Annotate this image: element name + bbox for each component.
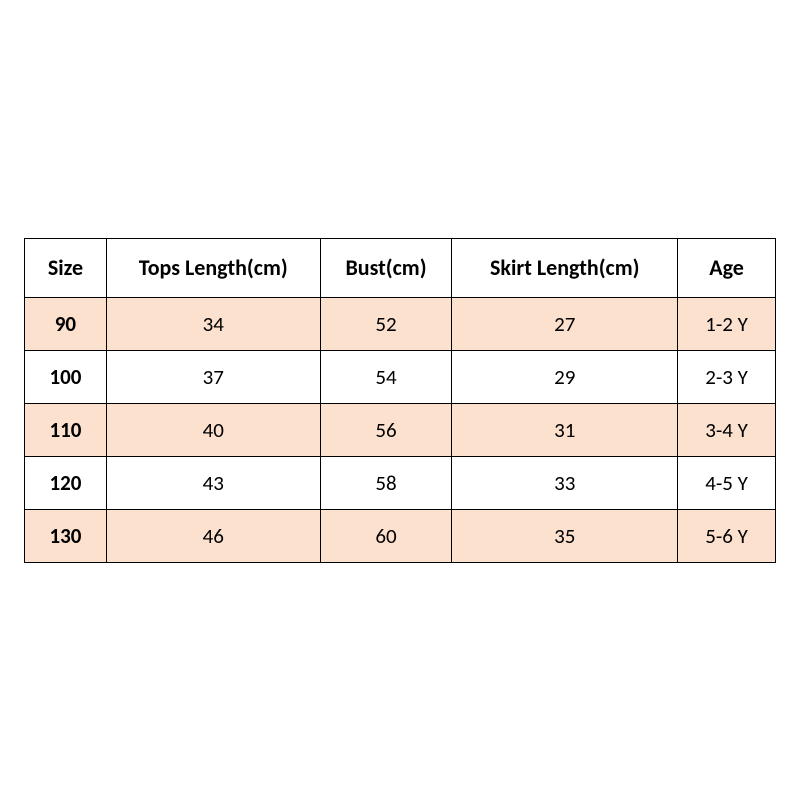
table-row: 100 37 54 29 2-3 Y [25,350,776,403]
cell-skirt: 33 [452,456,678,509]
cell-size: 100 [25,350,107,403]
cell-bust: 54 [320,350,452,403]
cell-skirt: 29 [452,350,678,403]
cell-bust: 52 [320,297,452,350]
col-header-age: Age [678,238,776,297]
cell-age: 1-2 Y [678,297,776,350]
table-row: 130 46 60 35 5-6 Y [25,509,776,562]
cell-tops: 34 [106,297,320,350]
table-body: 90 34 52 27 1-2 Y 100 37 54 29 2-3 Y 110… [25,297,776,562]
table-header: Size Tops Length(cm) Bust(cm) Skirt Leng… [25,238,776,297]
table-row: 110 40 56 31 3-4 Y [25,403,776,456]
cell-bust: 56 [320,403,452,456]
cell-age: 5-6 Y [678,509,776,562]
col-header-skirt: Skirt Length(cm) [452,238,678,297]
cell-tops: 40 [106,403,320,456]
cell-tops: 46 [106,509,320,562]
cell-skirt: 31 [452,403,678,456]
size-chart-table: Size Tops Length(cm) Bust(cm) Skirt Leng… [24,238,776,563]
page-container: Size Tops Length(cm) Bust(cm) Skirt Leng… [0,0,800,800]
cell-size: 110 [25,403,107,456]
cell-skirt: 35 [452,509,678,562]
cell-skirt: 27 [452,297,678,350]
cell-size: 120 [25,456,107,509]
cell-bust: 60 [320,509,452,562]
col-header-bust: Bust(cm) [320,238,452,297]
col-header-tops: Tops Length(cm) [106,238,320,297]
cell-tops: 43 [106,456,320,509]
table-row: 120 43 58 33 4-5 Y [25,456,776,509]
cell-age: 4-5 Y [678,456,776,509]
cell-age: 3-4 Y [678,403,776,456]
cell-tops: 37 [106,350,320,403]
table-header-row: Size Tops Length(cm) Bust(cm) Skirt Leng… [25,238,776,297]
cell-age: 2-3 Y [678,350,776,403]
cell-size: 90 [25,297,107,350]
col-header-size: Size [25,238,107,297]
cell-bust: 58 [320,456,452,509]
cell-size: 130 [25,509,107,562]
table-row: 90 34 52 27 1-2 Y [25,297,776,350]
